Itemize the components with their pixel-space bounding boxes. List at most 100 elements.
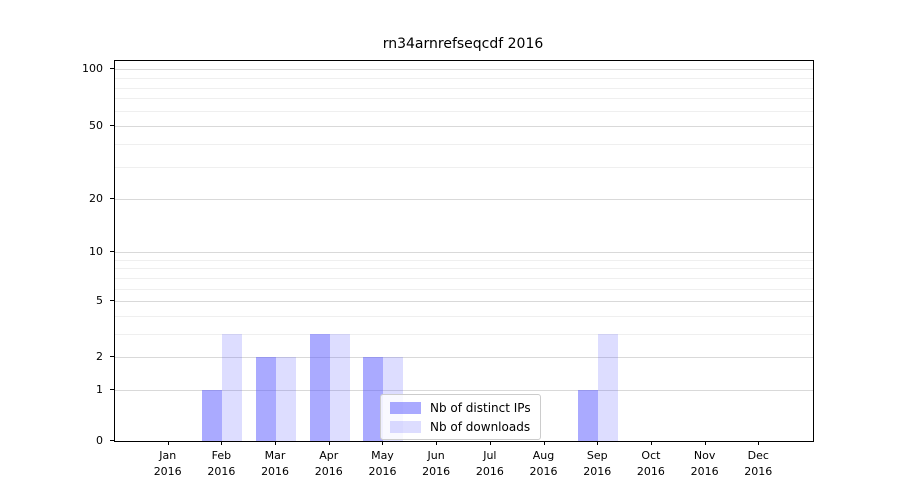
legend-swatch-downloads — [390, 420, 421, 433]
x-tick-label: May 2016 — [352, 448, 412, 480]
gridline-minor — [115, 268, 813, 270]
x-tick-mark — [597, 441, 599, 445]
bar-distinct-ips — [578, 389, 599, 441]
legend-swatch-distinct-ips — [390, 401, 421, 414]
x-tick-label: Feb 2016 — [191, 448, 251, 480]
x-tick-mark — [436, 441, 438, 445]
x-tick-label: Jan 2016 — [138, 448, 198, 480]
x-tick-label: Jul 2016 — [460, 448, 520, 480]
x-tick-year: 2016 — [475, 465, 504, 478]
x-tick-year: 2016 — [153, 465, 182, 478]
y-tick-mark — [110, 440, 114, 441]
x-tick-month: Nov — [693, 449, 716, 462]
x-tick-month: Oct — [641, 449, 661, 462]
bar-downloads — [222, 334, 243, 441]
gridline-minor — [115, 98, 813, 100]
x-tick-label: Sep 2016 — [567, 448, 627, 480]
y-tick-label: 1 — [96, 382, 103, 396]
x-tick-year: 2016 — [529, 465, 558, 478]
x-tick-label: Jun 2016 — [406, 448, 466, 480]
x-tick-year: 2016 — [368, 465, 397, 478]
gridline-minor — [115, 77, 813, 79]
y-tick-mark — [110, 388, 114, 390]
x-tick-month: Mar — [264, 449, 286, 462]
y-tick-mark — [110, 250, 114, 252]
gridline-minor — [115, 166, 813, 168]
gridline-major — [115, 251, 813, 253]
x-tick-label: Apr 2016 — [299, 448, 359, 480]
gridline-minor — [115, 334, 813, 336]
x-tick-year: 2016 — [690, 465, 719, 478]
bar-downloads — [276, 357, 297, 441]
y-tick-label: 50 — [89, 118, 103, 132]
bar-distinct-ips — [309, 334, 330, 441]
bar-downloads — [329, 334, 350, 441]
x-tick-year: 2016 — [261, 465, 290, 478]
x-tick-label: Aug 2016 — [514, 448, 574, 480]
y-tick-label: 100 — [82, 62, 103, 76]
x-tick-month: Jan — [159, 449, 177, 462]
x-tick-month: Dec — [747, 449, 769, 462]
x-tick-year: 2016 — [583, 465, 612, 478]
gridline-minor — [115, 87, 813, 89]
x-tick-year: 2016 — [422, 465, 451, 478]
y-tick-label: 5 — [96, 294, 103, 308]
gridline-major — [115, 69, 813, 71]
x-tick-label: Oct 2016 — [621, 448, 681, 480]
plot-area: Nb of distinct IPs Nb of downloads — [114, 60, 814, 442]
x-tick-mark — [221, 441, 223, 445]
bar-downloads — [598, 334, 619, 441]
legend-label: Nb of downloads — [430, 419, 531, 434]
x-tick-year: 2016 — [636, 465, 665, 478]
x-tick-label: Nov 2016 — [675, 448, 735, 480]
x-tick-month: Aug — [532, 449, 555, 462]
y-tick-label: 10 — [89, 244, 103, 258]
x-tick-mark — [650, 441, 652, 445]
x-tick-mark — [758, 441, 760, 445]
y-tick-label: 0 — [96, 434, 103, 447]
x-tick-label: Dec 2016 — [728, 448, 788, 480]
x-tick-month: May — [371, 449, 394, 462]
gridline-minor — [115, 143, 813, 145]
x-tick-month: Jun — [427, 449, 445, 462]
gridline-major — [115, 389, 813, 391]
chart-title: rn34arnrefseqcdf 2016 — [382, 36, 544, 52]
gridline-major — [115, 125, 813, 127]
x-tick-mark — [382, 441, 384, 445]
y-tick-mark — [110, 124, 114, 126]
legend-item-distinct-ips: Nb of distinct IPs — [390, 401, 531, 414]
gridline-minor — [115, 316, 813, 318]
x-tick-year: 2016 — [314, 465, 343, 478]
x-tick-mark — [543, 441, 545, 445]
x-tick-month: Jul — [483, 449, 497, 462]
y-tick-label: 20 — [89, 191, 103, 205]
y-tick-mark — [110, 197, 114, 199]
gridline-minor — [115, 110, 813, 112]
x-tick-mark — [328, 441, 330, 445]
x-tick-year: 2016 — [207, 465, 236, 478]
y-tick-mark — [110, 356, 114, 358]
bar-distinct-ips — [363, 357, 384, 441]
legend-item-downloads: Nb of downloads — [390, 420, 531, 433]
legend-label: Nb of distinct IPs — [430, 400, 531, 415]
gridline-minor — [115, 259, 813, 261]
y-tick-mark — [110, 300, 114, 302]
x-tick-month: Apr — [319, 449, 339, 462]
bar-distinct-ips — [202, 389, 223, 441]
x-tick-mark — [704, 441, 706, 445]
gridline-minor — [115, 277, 813, 279]
legend: Nb of distinct IPs Nb of downloads — [380, 394, 541, 440]
y-tick-label: 2 — [96, 350, 103, 364]
x-tick-month: Sep — [586, 449, 608, 462]
y-tick-mark — [110, 68, 114, 70]
x-tick-label: Mar 2016 — [245, 448, 305, 480]
x-tick-mark — [275, 441, 277, 445]
x-tick-year: 2016 — [744, 465, 773, 478]
x-tick-mark — [489, 441, 491, 445]
gridline-major — [115, 301, 813, 303]
gridline-minor — [115, 288, 813, 290]
x-tick-month: Feb — [211, 449, 232, 462]
x-tick-mark — [167, 441, 169, 445]
gridline-major — [115, 198, 813, 200]
